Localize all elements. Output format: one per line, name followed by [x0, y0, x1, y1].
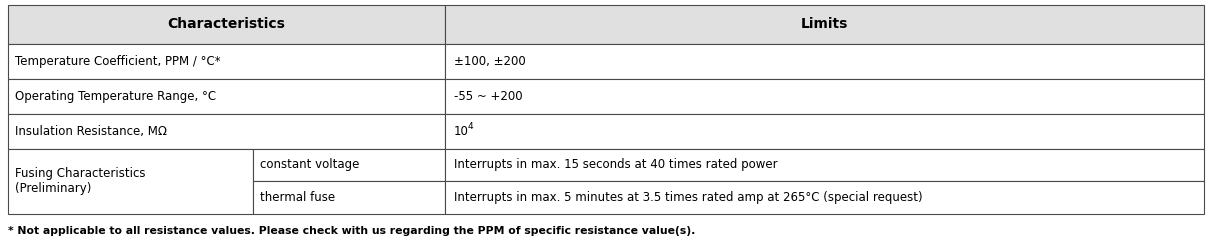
Text: Fusing Characteristics
(Preliminary): Fusing Characteristics (Preliminary): [15, 167, 145, 195]
Bar: [8, 5, 445, 44]
Bar: [445, 113, 1204, 149]
Bar: [8, 149, 253, 214]
Text: Temperature Coefficient, PPM / °C*: Temperature Coefficient, PPM / °C*: [15, 54, 221, 68]
Bar: [253, 181, 445, 214]
Bar: [253, 149, 445, 181]
Bar: [445, 79, 1204, 113]
Text: constant voltage: constant voltage: [261, 159, 360, 172]
Text: Insulation Resistance, MΩ: Insulation Resistance, MΩ: [15, 125, 167, 138]
Text: -55 ~ +200: -55 ~ +200: [453, 90, 522, 103]
Bar: [445, 5, 1204, 44]
Bar: [445, 149, 1204, 181]
Text: 10: 10: [453, 125, 468, 138]
Text: Characteristics: Characteristics: [167, 17, 285, 31]
Text: * Not applicable to all resistance values. Please check with us regarding the PP: * Not applicable to all resistance value…: [8, 226, 696, 236]
Bar: [445, 44, 1204, 79]
Text: ±100, ±200: ±100, ±200: [453, 54, 525, 68]
Bar: [8, 113, 445, 149]
Text: Interrupts in max. 15 seconds at 40 times rated power: Interrupts in max. 15 seconds at 40 time…: [453, 159, 777, 172]
Bar: [8, 79, 445, 113]
Text: Limits: Limits: [801, 17, 848, 31]
Text: 4: 4: [468, 121, 473, 131]
Bar: [8, 44, 445, 79]
Text: Interrupts in max. 5 minutes at 3.5 times rated amp at 265°C (special request): Interrupts in max. 5 minutes at 3.5 time…: [453, 191, 922, 204]
Text: thermal fuse: thermal fuse: [261, 191, 336, 204]
Bar: [445, 181, 1204, 214]
Text: Operating Temperature Range, °C: Operating Temperature Range, °C: [15, 90, 216, 103]
